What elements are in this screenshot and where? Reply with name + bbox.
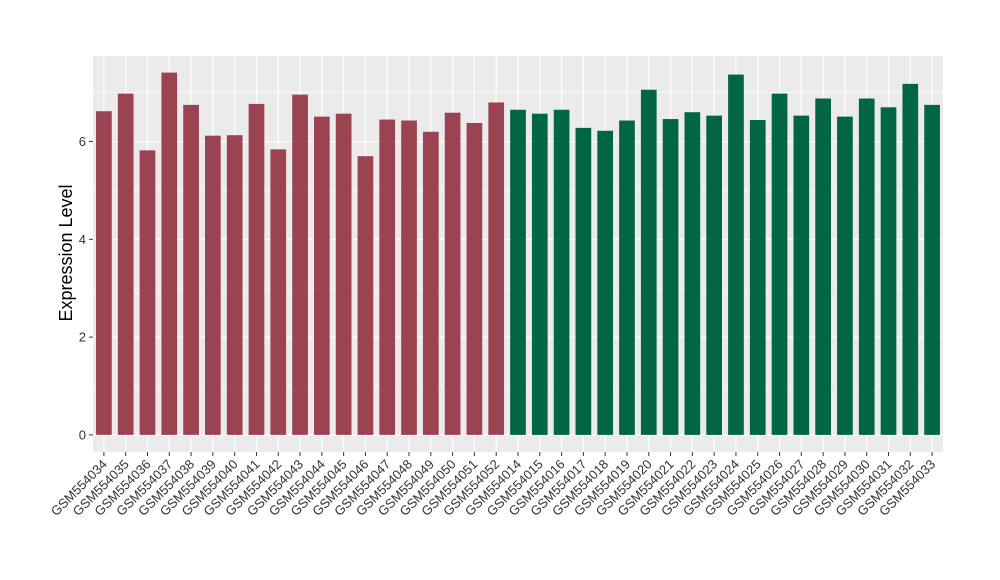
y-axis: 0 2 4 6 <box>79 134 93 442</box>
bar-GSM554042 <box>270 149 287 435</box>
bar-GSM554040 <box>226 135 243 435</box>
bar-GSM554022 <box>684 112 701 435</box>
bar-GSM554047 <box>379 119 396 435</box>
bar-GSM554031 <box>880 107 897 435</box>
bar-GSM554046 <box>357 156 374 435</box>
y-axis-title: Expression Level <box>56 184 76 321</box>
bar-GSM554038 <box>183 104 199 435</box>
bar-GSM554020 <box>640 89 657 435</box>
y-tick-label: 6 <box>79 134 86 149</box>
bar-GSM554034 <box>96 111 112 435</box>
bar-GSM554049 <box>422 131 439 435</box>
bar-GSM554014 <box>510 109 526 435</box>
bar-GSM554035 <box>117 93 134 435</box>
bar-GSM554050 <box>444 112 461 435</box>
bar-GSM554036 <box>139 150 156 435</box>
bar-GSM554023 <box>706 115 722 435</box>
bar-GSM554017 <box>575 127 592 435</box>
x-axis: GSM554034GSM554035GSM554036GSM554037GSM5… <box>48 452 938 519</box>
bar-GSM554027 <box>793 115 810 435</box>
bar-GSM554044 <box>314 116 330 435</box>
bar-GSM554048 <box>401 120 417 435</box>
y-tick-label: 4 <box>79 232 86 247</box>
bar-GSM554037 <box>161 72 178 435</box>
bar-GSM554052 <box>488 102 505 435</box>
bar-GSM554051 <box>466 122 483 435</box>
bar-GSM554019 <box>619 120 635 435</box>
bar-GSM554030 <box>858 98 875 435</box>
bar-GSM554025 <box>749 120 766 435</box>
bar-GSM554041 <box>248 103 265 435</box>
bar-GSM554015 <box>531 113 548 435</box>
bar-GSM554018 <box>597 130 614 435</box>
bar-GSM554033 <box>924 104 940 435</box>
bar-GSM554024 <box>728 74 744 435</box>
bar-GSM554043 <box>292 94 308 435</box>
bar-GSM554039 <box>205 135 221 435</box>
bar-GSM554016 <box>553 109 570 435</box>
bars <box>96 72 940 435</box>
bar-GSM554021 <box>662 119 679 435</box>
bar-GSM554029 <box>837 116 853 435</box>
bar-GSM554032 <box>902 83 919 435</box>
y-tick-label: 2 <box>79 330 86 345</box>
bar-GSM554026 <box>771 93 788 435</box>
bar-GSM554028 <box>815 98 831 435</box>
bar-GSM554045 <box>335 113 352 435</box>
y-tick-label: 0 <box>79 427 86 442</box>
